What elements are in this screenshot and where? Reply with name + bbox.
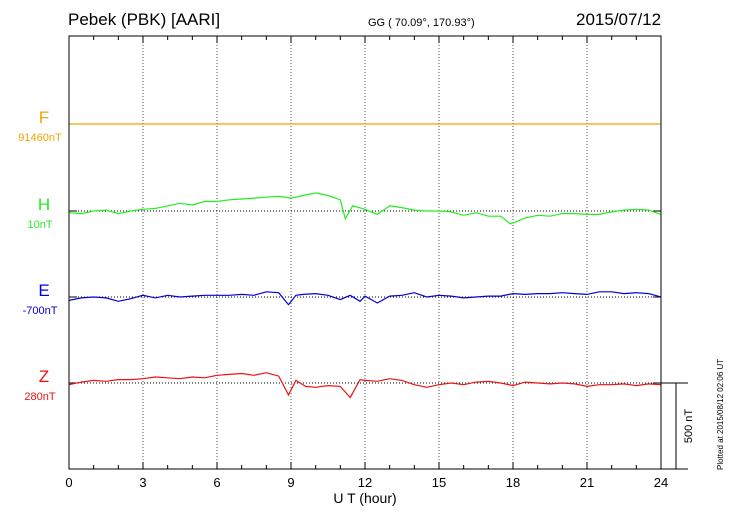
scale-bar-label: 500 nT <box>683 409 695 444</box>
series-baseline-F: 91460nT <box>18 132 62 144</box>
series-name-F: F <box>39 108 49 127</box>
series-name-H: H <box>38 195 50 214</box>
coordinates-label: GG ( 70.09°, 170.93°) <box>368 17 475 29</box>
x-axis: 0 3 6 9 12 15 18 21 24 U T (hour) <box>65 36 668 506</box>
series-baseline-Z: 280nT <box>24 391 55 403</box>
x-tick-label: 3 <box>139 475 146 490</box>
scale-bar: 500 nT <box>661 382 695 470</box>
series-baseline-E: -700nT <box>23 305 58 317</box>
x-axis-title: U T (hour) <box>333 490 396 506</box>
series-line-E <box>68 291 662 306</box>
x-tick-label: 24 <box>654 475 668 490</box>
x-tick-label: 21 <box>580 475 594 490</box>
series-line-Z <box>68 372 662 399</box>
x-tick-label: 18 <box>506 475 520 490</box>
x-tick-label: 12 <box>358 475 372 490</box>
x-tick-label: 0 <box>65 475 72 490</box>
series-name-Z: Z <box>39 367 49 386</box>
station-title: Pebek (PBK) [AARI] <box>68 10 221 29</box>
grid <box>142 36 588 469</box>
series-lines <box>68 123 662 399</box>
date-label: 2015/07/12 <box>576 10 662 29</box>
series-name-E: E <box>38 281 49 300</box>
series-labels: F 91460nT H 10nT E -700nT Z 280nT <box>18 108 62 403</box>
x-tick-label: 15 <box>432 475 446 490</box>
series-line-H <box>68 192 662 225</box>
x-tick-label: 6 <box>213 475 220 490</box>
series-baseline-H: 10nT <box>27 219 52 231</box>
x-tick-label: 9 <box>287 475 294 490</box>
